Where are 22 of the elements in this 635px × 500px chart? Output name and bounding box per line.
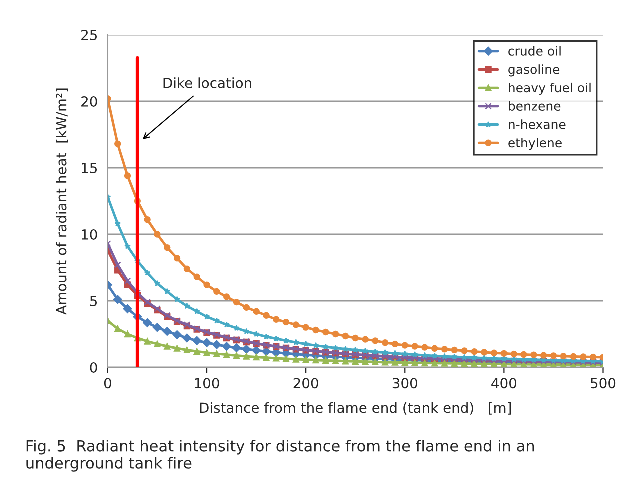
y-tick-label: 25 [82, 30, 98, 40]
y-tick-label: 15 [82, 163, 98, 174]
legend-label: ethylene [508, 138, 562, 150]
y-tick-label: 20 [82, 96, 98, 107]
legend-label: benzene [509, 101, 561, 111]
ref-line-label: Dike location [164, 78, 252, 88]
legend-label: gasoline [508, 64, 560, 77]
x-tick-label: 0 [104, 378, 112, 389]
x-tick-label: 500 [591, 378, 616, 389]
x-tick-label: 400 [492, 378, 517, 389]
y-tick-label: 0 [90, 362, 98, 373]
legend-label: n-hexane [509, 120, 566, 130]
x-axis-title: Distance from the flame end (tank end) [m] [200, 402, 512, 415]
y-tick-label: 5 [90, 296, 98, 306]
x-tick-label: 300 [392, 378, 418, 389]
legend-label: heavy fuel oil [509, 82, 591, 96]
caption: Fig. 5 Radiant heat intensity for distance from the flame end in an underground tank fire [26, 440, 534, 472]
legend-label: crude oil [508, 46, 561, 56]
x-tick-label: 100 [195, 378, 220, 389]
y-axis-title: Amount of radiant heat [kW/m²] [56, 88, 68, 315]
y-tick-label: 10 [82, 229, 98, 240]
x-tick-label: 200 [294, 378, 318, 389]
